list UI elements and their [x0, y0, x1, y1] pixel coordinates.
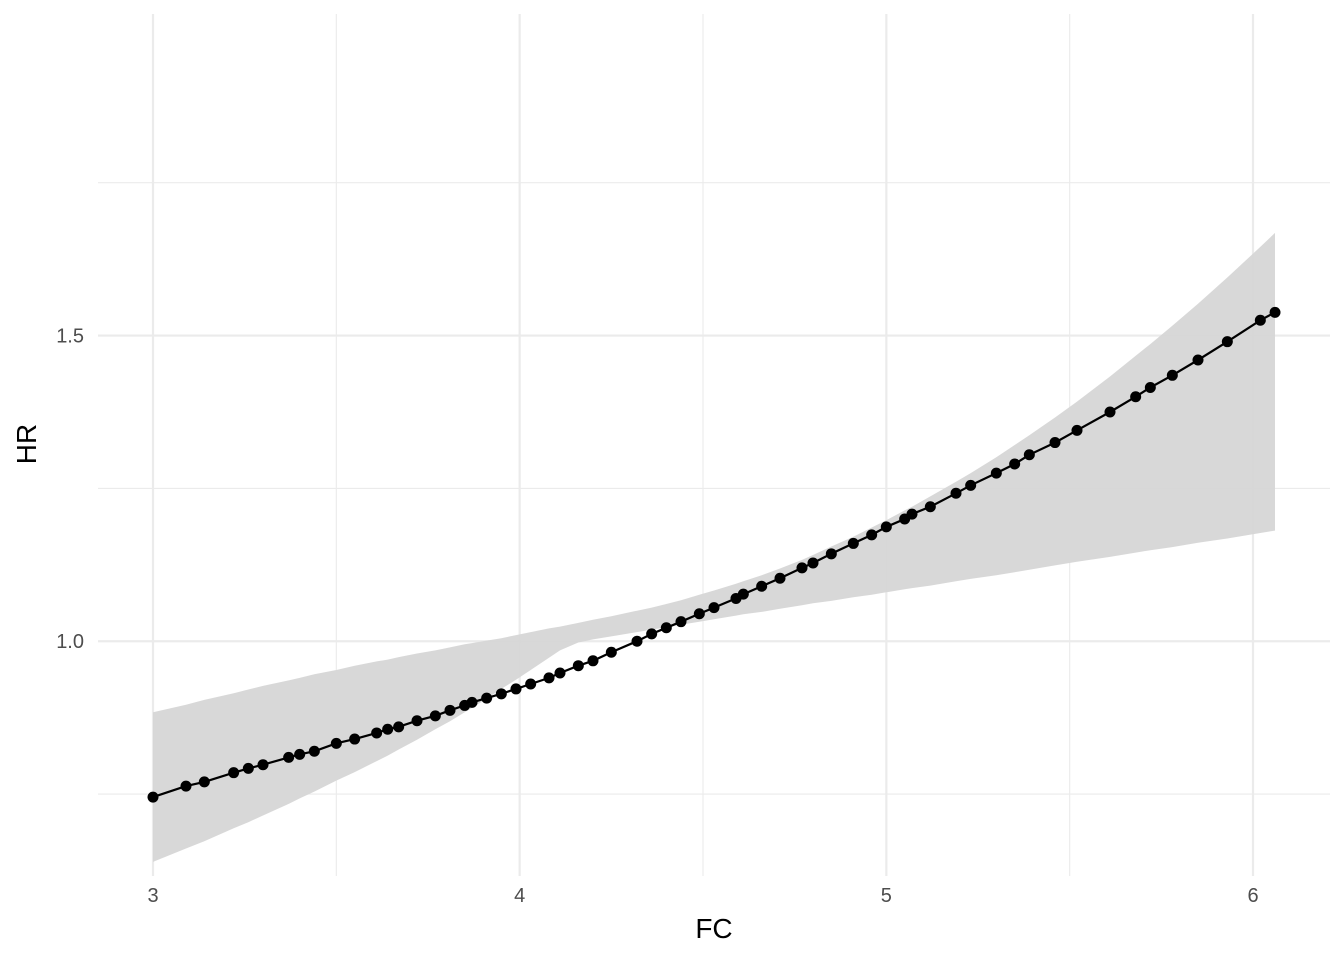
data-point-19 — [481, 692, 493, 704]
data-point-16 — [444, 704, 456, 716]
data-point-37 — [774, 572, 786, 584]
data-point-49 — [990, 467, 1002, 479]
y-tick-label-0: 1.0 — [56, 631, 84, 653]
data-point-47 — [950, 487, 962, 499]
data-point-46 — [924, 501, 936, 513]
data-point-36 — [756, 580, 768, 592]
data-point-60 — [1254, 314, 1266, 326]
data-point-45 — [906, 508, 918, 520]
data-point-35 — [737, 588, 749, 600]
data-point-39 — [807, 557, 819, 569]
data-point-3 — [228, 767, 240, 779]
data-point-29 — [646, 628, 658, 640]
data-point-20 — [495, 688, 507, 700]
data-point-55 — [1130, 391, 1142, 403]
data-point-30 — [660, 622, 672, 634]
data-point-14 — [411, 715, 423, 727]
data-point-41 — [847, 537, 859, 549]
data-point-12 — [382, 723, 394, 735]
data-point-22 — [525, 678, 537, 690]
data-point-8 — [308, 745, 320, 757]
data-point-10 — [349, 733, 361, 745]
data-point-27 — [605, 646, 617, 658]
x-tick-label-2: 5 — [881, 885, 892, 907]
x-tick-label-1: 4 — [514, 885, 525, 907]
x-tick-label-0: 3 — [147, 885, 158, 907]
confidence-band — [153, 232, 1275, 862]
data-point-31 — [675, 616, 687, 628]
data-point-26 — [587, 655, 599, 667]
data-point-50 — [1009, 458, 1021, 470]
data-point-32 — [693, 608, 705, 620]
data-point-38 — [796, 562, 808, 574]
data-point-28 — [631, 635, 643, 647]
data-point-23 — [543, 672, 555, 684]
data-point-52 — [1049, 437, 1061, 449]
data-point-54 — [1104, 406, 1116, 418]
data-point-6 — [283, 751, 295, 763]
grid-lines — [98, 14, 1330, 876]
data-point-57 — [1166, 369, 1178, 381]
data-point-61 — [1269, 306, 1281, 318]
data-point-43 — [880, 521, 892, 533]
y-axis-title: HR — [11, 424, 42, 464]
data-point-53 — [1071, 424, 1083, 436]
data-point-15 — [429, 710, 441, 722]
data-points — [147, 306, 1281, 803]
data-point-56 — [1144, 382, 1156, 394]
data-point-0 — [147, 791, 159, 803]
data-point-4 — [242, 762, 254, 774]
data-point-42 — [866, 529, 878, 541]
data-point-59 — [1221, 336, 1233, 348]
x-axis-ticks: 3 4 5 6 — [147, 885, 1258, 907]
data-point-58 — [1192, 354, 1204, 366]
data-point-13 — [393, 721, 405, 733]
y-tick-label-1: 1.5 — [56, 326, 84, 348]
confidence-ribbon — [153, 232, 1275, 862]
data-point-48 — [965, 479, 977, 491]
data-point-11 — [371, 727, 383, 739]
data-point-40 — [825, 548, 837, 560]
data-point-9 — [330, 737, 342, 749]
data-point-33 — [708, 602, 720, 614]
x-tick-label-3: 6 — [1247, 885, 1258, 907]
data-point-18 — [466, 696, 478, 708]
data-point-2 — [198, 776, 210, 788]
x-axis-title: FC — [695, 913, 732, 944]
data-point-21 — [510, 683, 522, 695]
data-point-51 — [1023, 449, 1035, 461]
data-point-5 — [257, 759, 269, 771]
data-point-1 — [180, 780, 192, 792]
data-point-24 — [554, 667, 566, 679]
y-axis-ticks: 1.0 1.5 — [56, 326, 84, 654]
data-point-7 — [294, 748, 306, 760]
data-point-25 — [572, 660, 584, 672]
